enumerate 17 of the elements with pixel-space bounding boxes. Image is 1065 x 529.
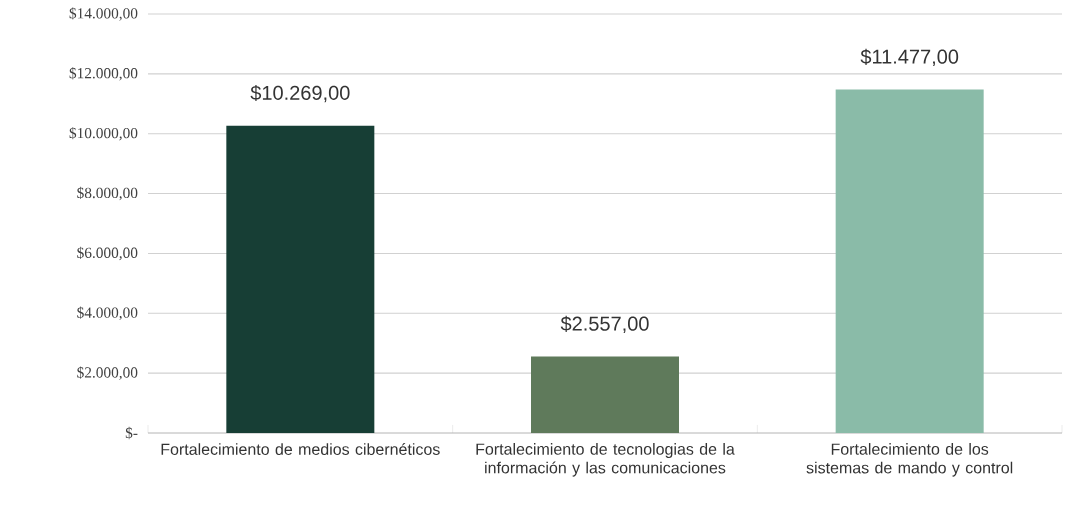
y-tick-label: $10.000,00 — [69, 126, 138, 141]
x-tick-label: Fortalecimiento de los sistemas de mando y control — [806, 443, 1013, 477]
y-tick-label: $12.000,00 — [69, 67, 138, 81]
x-tick-label: Fortalecimiento de tecnologias de la información y las comunicaciones — [476, 443, 735, 477]
y-tick-label: $14.000,00 — [69, 7, 138, 21]
y-tick-label: $6.000,00 — [77, 246, 138, 261]
y-tick-label: $- — [125, 426, 138, 440]
y-tick-label: $2.000,00 — [77, 366, 138, 380]
bar — [835, 89, 984, 433]
data-label: $11.477,00 — [860, 48, 959, 67]
data-label: $10.269,00 — [250, 84, 350, 103]
y-tick-label: $8.000,00 — [77, 186, 138, 201]
y-tick-label: $4.000,00 — [77, 306, 138, 321]
x-tick-label: Fortalecimiento de medios cibernéticos — [161, 443, 440, 455]
data-label: $2.557,00 — [560, 315, 649, 334]
bar — [226, 125, 375, 433]
bar — [531, 356, 679, 433]
